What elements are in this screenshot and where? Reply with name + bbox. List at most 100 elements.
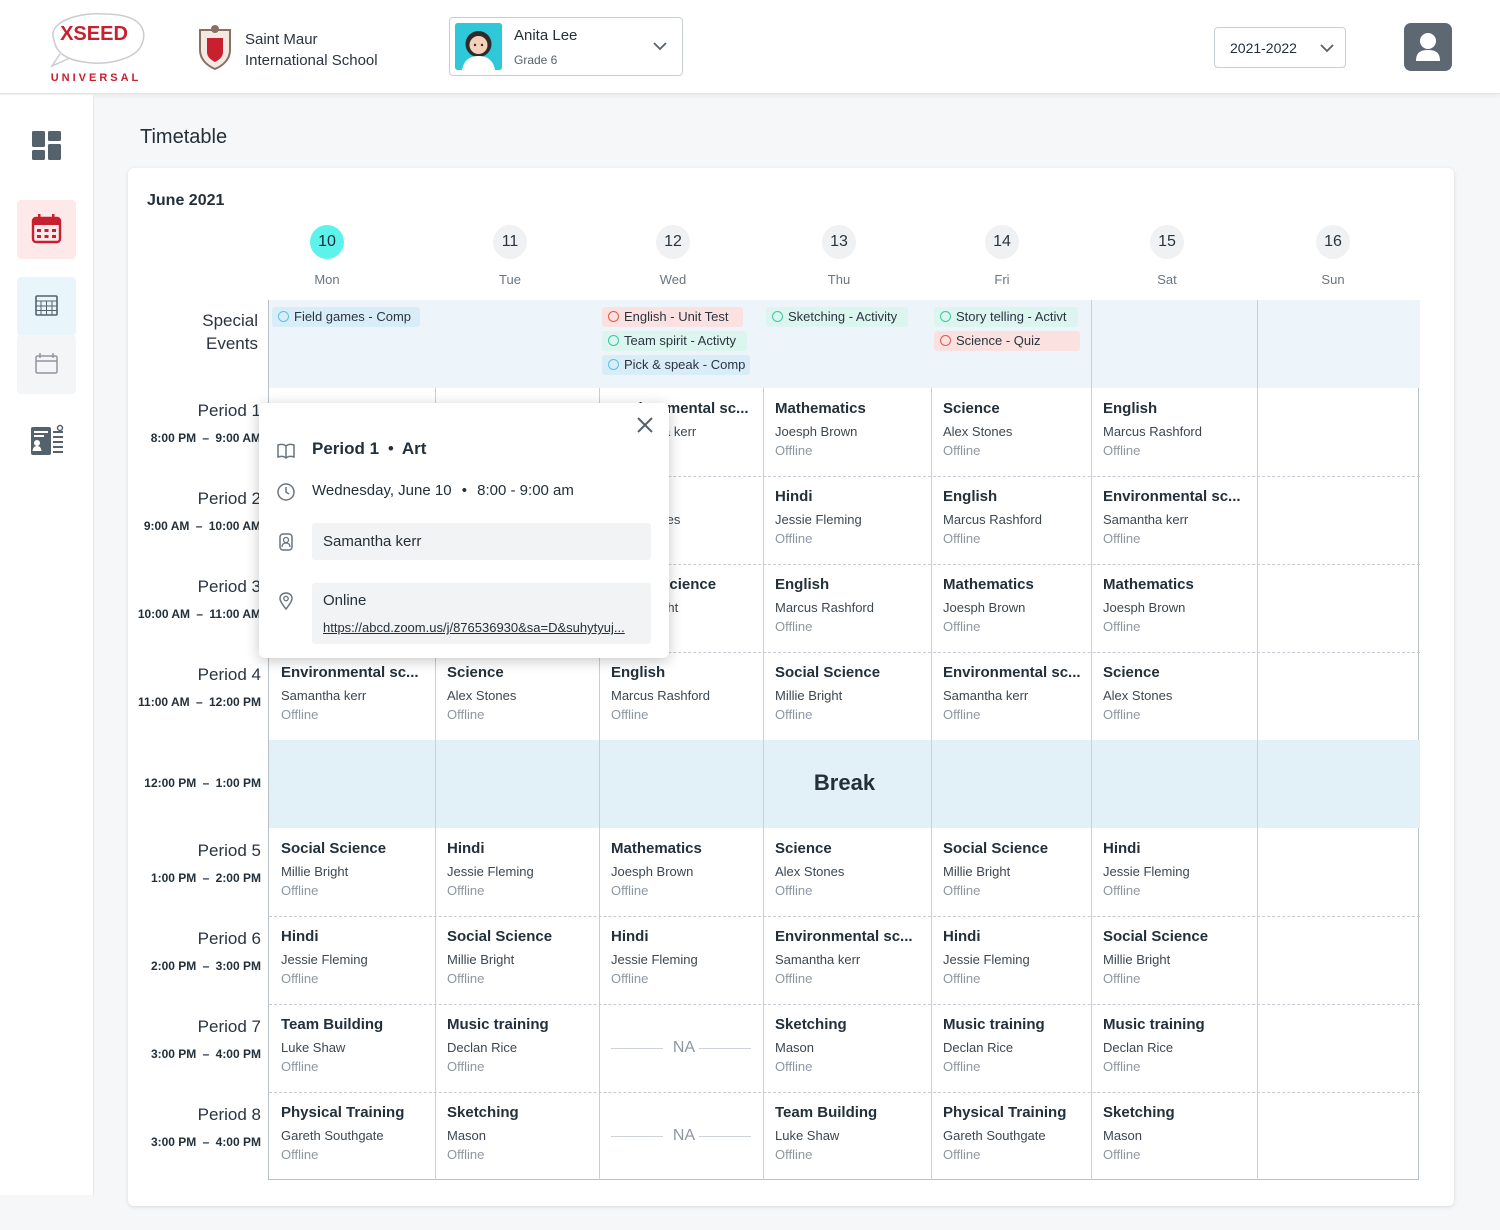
chevron-down-icon: [653, 42, 667, 51]
na-cell: NA: [599, 1004, 763, 1092]
day-number-sun[interactable]: 16: [1316, 225, 1350, 259]
day-number-wed[interactable]: 12: [656, 225, 690, 259]
timetable-cell[interactable]: English Marcus Rashford Offline: [763, 564, 931, 652]
period-end: 4:00 PM: [215, 1047, 261, 1061]
period-label-5: Period 5 1:00 PM – 2:00 PM: [130, 841, 261, 885]
na-line: [611, 1136, 663, 1137]
timetable-cell[interactable]: Social Science Millie Bright Offline: [763, 652, 931, 740]
time-separator: –: [199, 1135, 213, 1149]
timetable-cell[interactable]: English Marcus Rashford Offline: [931, 476, 1091, 564]
nav-planner[interactable]: [17, 335, 76, 394]
day-number-tue[interactable]: 11: [493, 225, 527, 259]
day-number-fri[interactable]: 14: [985, 225, 1019, 259]
timetable-cell[interactable]: Physical Training Gareth Southgate Offline: [269, 1092, 435, 1180]
timetable-cell[interactable]: Environmental sc... Samantha kerr Offline: [1091, 476, 1257, 564]
popup-subject: Art: [401, 439, 427, 458]
special-event-chip[interactable]: Story telling - Activt: [934, 307, 1078, 327]
nav-schedule[interactable]: [17, 277, 76, 336]
timetable-cell[interactable]: Team Building Luke Shaw Offline: [269, 1004, 435, 1092]
period-start: 10:00 AM: [137, 607, 191, 621]
timetable-cell[interactable]: Music training Declan Rice Offline: [1091, 1004, 1257, 1092]
user-profile-button[interactable]: [1404, 23, 1452, 71]
close-icon[interactable]: [635, 415, 655, 435]
timetable-cell[interactable]: Hindi Jessie Fleming Offline: [1091, 828, 1257, 916]
logo-subtext: UNIVERSAL: [50, 72, 142, 84]
timetable-cell[interactable]: Social Science Millie Bright Offline: [931, 828, 1091, 916]
timetable-cell[interactable]: Environmental sc... Samantha kerr Offline: [763, 916, 931, 1004]
timetable-cell[interactable]: Mathematics Joesph Brown Offline: [931, 564, 1091, 652]
special-event-chip[interactable]: Team spirit - Activty: [602, 331, 747, 351]
timetable-cell[interactable]: Sketching Mason Offline: [435, 1092, 599, 1180]
cell-mode: Offline: [775, 971, 813, 986]
special-event-chip[interactable]: Science - Quiz: [934, 331, 1080, 351]
day-number-sat[interactable]: 15: [1150, 225, 1184, 259]
timetable-cell[interactable]: Music training Declan Rice Offline: [435, 1004, 599, 1092]
period-time: 2:00 PM – 3:00 PM: [130, 959, 261, 973]
break-time: 12:00 PM – 1:00 PM: [130, 776, 261, 790]
day-number-thu[interactable]: 13: [822, 225, 856, 259]
day-name-mon: Mon: [314, 272, 340, 287]
na-line: [699, 1136, 751, 1137]
timetable-cell[interactable]: Environmental sc... Samantha kerr Offline: [269, 652, 435, 740]
timetable-cell[interactable]: Sketching Mason Offline: [1091, 1092, 1257, 1180]
nav-report[interactable]: [17, 412, 76, 471]
cell-mode: Offline: [775, 443, 813, 458]
cell-mode: Offline: [943, 1059, 981, 1074]
timetable-cell[interactable]: Mathematics Joesph Brown Offline: [599, 828, 763, 916]
timetable-cell[interactable]: Science Alex Stones Offline: [435, 652, 599, 740]
xseed-logo[interactable]: XSEED UNIVERSAL: [44, 10, 148, 84]
cell-subject: Hindi: [775, 488, 813, 505]
cell-mode: Offline: [281, 883, 319, 898]
cell-mode: Offline: [281, 1147, 319, 1162]
timetable-cell[interactable]: Science Alex Stones Offline: [1091, 652, 1257, 740]
cell-subject: Mathematics: [611, 840, 702, 857]
cell-subject: English: [1103, 400, 1158, 417]
student-selector[interactable]: Anita Lee Grade 6: [449, 17, 683, 76]
timetable-cell[interactable]: Science Alex Stones Offline: [763, 828, 931, 916]
cell-subject: Mathematics: [943, 576, 1034, 593]
timetable-cell[interactable]: Hindi Jessie Fleming Offline: [269, 916, 435, 1004]
nav-timetable[interactable]: [17, 200, 76, 259]
cell-teacher: Mason: [447, 1128, 487, 1143]
timetable-cell[interactable]: Environmental sc... Samantha kerr Offline: [931, 652, 1091, 740]
special-event-chip[interactable]: Pick & speak - Comp: [602, 355, 750, 375]
timetable-cell[interactable]: Team Building Luke Shaw Offline: [763, 1092, 931, 1180]
timetable-cell[interactable]: English Marcus Rashford Offline: [1091, 388, 1257, 476]
event-label: Science - Quiz: [956, 333, 1041, 348]
meeting-link[interactable]: https://abcd.zoom.us/j/876536930&sa=D&su…: [323, 620, 625, 635]
cell-mode: Offline: [943, 619, 981, 634]
special-event-chip[interactable]: English - Unit Test: [602, 307, 743, 327]
timetable-cell[interactable]: Mathematics Joesph Brown Offline: [1091, 564, 1257, 652]
cell-subject: Hindi: [1103, 840, 1141, 857]
timetable-cell[interactable]: Social Science Millie Bright Offline: [1091, 916, 1257, 1004]
timetable-cell[interactable]: Hindi Jessie Fleming Offline: [435, 828, 599, 916]
cell-teacher: Alex Stones: [775, 864, 845, 879]
special-events-label-line1: Special: [202, 311, 258, 330]
day-number-mon[interactable]: 10: [310, 225, 344, 259]
cell-subject: Science: [447, 664, 504, 681]
popup-separator-2: •: [461, 482, 467, 499]
timetable-cell[interactable]: Hindi Jessie Fleming Offline: [763, 476, 931, 564]
academic-year-dropdown[interactable]: 2021-2022: [1214, 27, 1346, 68]
nav-dashboard[interactable]: [17, 116, 76, 175]
timetable-cell[interactable]: Science Alex Stones Offline: [931, 388, 1091, 476]
event-status-dot-icon: [940, 311, 951, 322]
special-event-chip[interactable]: Sketching - Activity: [766, 307, 908, 327]
timetable-cell[interactable]: Social Science Millie Bright Offline: [269, 828, 435, 916]
timetable-cell[interactable]: Hindi Jessie Fleming Offline: [599, 916, 763, 1004]
timetable-cell[interactable]: Sketching Mason Offline: [763, 1004, 931, 1092]
timetable-cell[interactable]: English Marcus Rashford Offline: [599, 652, 763, 740]
cell-subject: Physical Training: [281, 1104, 405, 1121]
timetable-cell[interactable]: Physical Training Gareth Southgate Offline: [931, 1092, 1091, 1180]
special-event-chip[interactable]: Field games - Comp: [272, 307, 420, 327]
grid-row-divider: [269, 1004, 1420, 1005]
cell-mode: Offline: [447, 1147, 485, 1162]
cell-teacher: Luke Shaw: [281, 1040, 346, 1055]
time-separator: –: [199, 959, 213, 973]
timetable-cell[interactable]: Social Science Millie Bright Offline: [435, 916, 599, 1004]
timetable-cell[interactable]: Mathematics Joesph Brown Offline: [763, 388, 931, 476]
timetable-cell[interactable]: Music training Declan Rice Offline: [931, 1004, 1091, 1092]
cell-teacher: Samantha kerr: [943, 688, 1029, 703]
timetable-cell[interactable]: Hindi Jessie Fleming Offline: [931, 916, 1091, 1004]
grid-row-divider: [269, 916, 1420, 917]
